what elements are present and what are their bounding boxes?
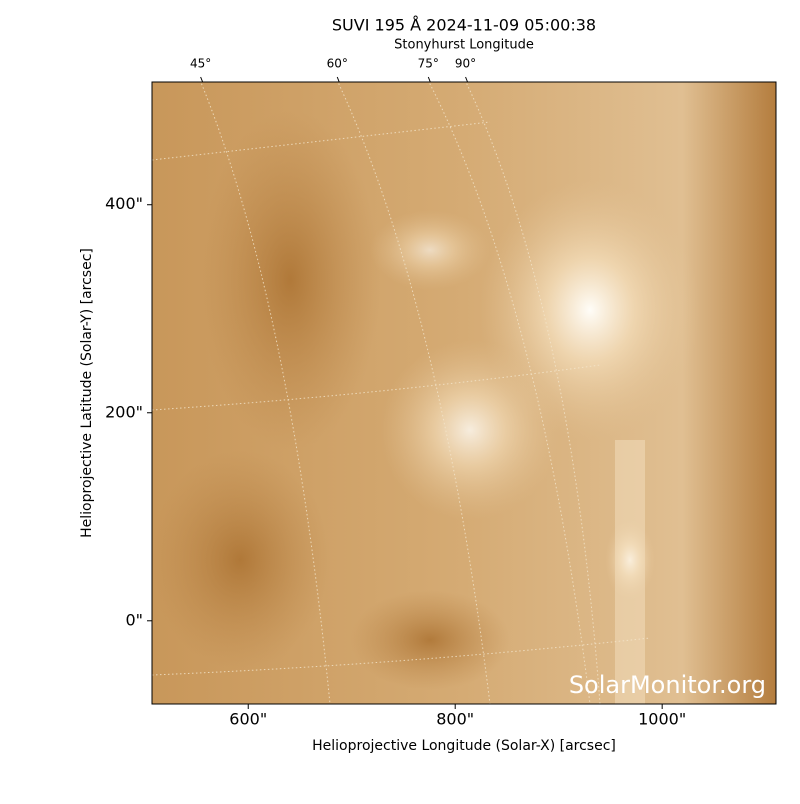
top-tick-label: 45°	[190, 57, 211, 71]
top-tick-label: 60°	[327, 57, 348, 71]
plot-frame	[151, 81, 777, 705]
top-tick	[465, 76, 469, 83]
x-tick-label: 600"	[229, 710, 267, 729]
top-tick	[336, 76, 340, 83]
x-tick-label: 800"	[436, 710, 474, 729]
x-tick-label: 1000"	[638, 710, 686, 729]
top-tick	[200, 76, 204, 83]
y-tick-label: 400"	[105, 194, 143, 213]
y-tick-label: 0"	[125, 610, 143, 629]
top-tick-label: 90°	[455, 57, 476, 71]
top-tick-label: 75°	[418, 57, 439, 71]
watermark: SolarMonitor.org	[569, 671, 766, 699]
x-axis-label: Helioprojective Longitude (Solar-X) [arc…	[312, 738, 616, 754]
solar-image	[152, 82, 776, 704]
y-tick-label: 200"	[105, 402, 143, 421]
y-axis-label: Helioprojective Latitude (Solar-Y) [arcs…	[79, 248, 95, 538]
top-tick	[427, 76, 431, 83]
top-axis-label: Stonyhurst Longitude	[394, 38, 534, 53]
chart-title: SUVI 195 Å 2024-11-09 05:00:38	[332, 16, 596, 35]
